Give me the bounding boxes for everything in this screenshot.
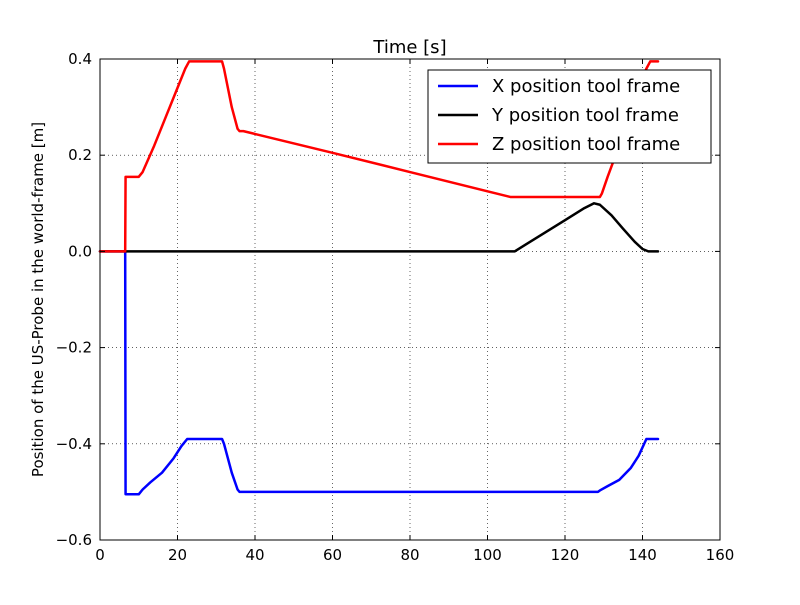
legend-label: X position tool frame xyxy=(492,76,680,97)
series-line-y xyxy=(98,202,660,253)
x-tick-label: 20 xyxy=(168,546,187,564)
x-tick-label: 40 xyxy=(245,546,264,564)
y-tick-label: 0.0 xyxy=(68,242,92,260)
x-tick-label: 80 xyxy=(400,546,419,564)
x-tick-label: 0 xyxy=(95,546,105,564)
x-tick-label: 160 xyxy=(706,546,735,564)
legend-label: Z position tool frame xyxy=(492,134,680,155)
y-tick-label: 0.2 xyxy=(68,146,92,164)
x-tick-label: 100 xyxy=(473,546,502,564)
legend-label: Y position tool frame xyxy=(491,105,679,126)
axis-ticks: 0 20 40 60 80 100 120 140 160 −0.6 −0.4 −0.2 0.0 0.2 0… xyxy=(56,50,735,564)
legend: X position tool frame Y position tool fra… xyxy=(427,69,712,164)
y-axis-label: Position of the US-Probe in the world-fr… xyxy=(29,122,47,477)
chart-title: Time [s] xyxy=(372,37,446,58)
x-tick-label: 60 xyxy=(323,546,342,564)
y-tick-label: −0.6 xyxy=(56,531,92,549)
x-tick-label: 120 xyxy=(551,546,580,564)
y-tick-label: −0.2 xyxy=(56,339,92,357)
y-tick-label: −0.4 xyxy=(56,435,92,453)
x-tick-label: 140 xyxy=(628,546,657,564)
y-tick-label: 0.4 xyxy=(68,50,92,68)
series-line-x xyxy=(98,250,660,496)
